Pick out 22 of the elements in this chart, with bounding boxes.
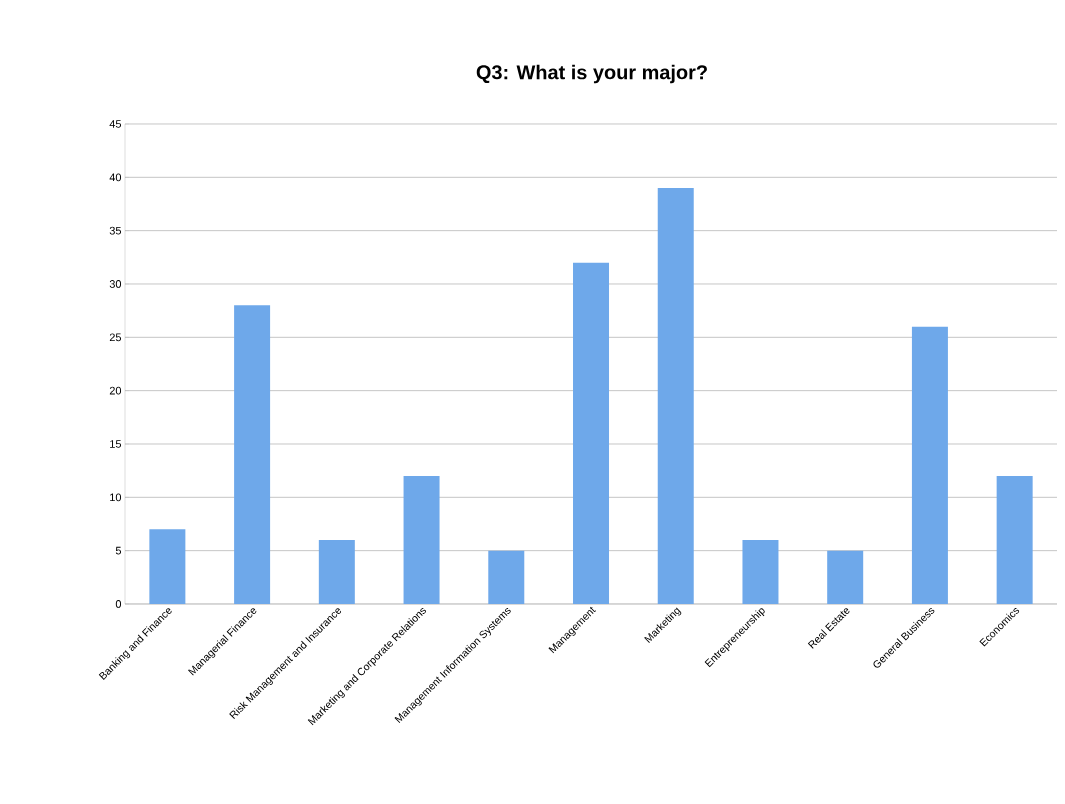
y-tick-label: 0	[115, 600, 122, 608]
bar	[911, 326, 948, 604]
chart-title: Q3: What is your major?	[476, 64, 707, 84]
bar	[573, 262, 610, 604]
y-tick-label: 40	[109, 173, 122, 182]
bar	[996, 475, 1033, 604]
bar	[488, 550, 525, 604]
bar	[403, 475, 440, 604]
bar	[657, 187, 694, 604]
bar	[149, 529, 186, 604]
y-tick-label: 25	[109, 333, 122, 342]
y-tick-label: 15	[110, 440, 122, 448]
y-tick-label: 45	[109, 120, 122, 128]
y-tick-label: 35	[109, 226, 122, 235]
y-tick-label: 20	[109, 386, 122, 395]
bar	[234, 305, 271, 604]
bar	[827, 550, 864, 604]
y-tick-label: 30	[109, 280, 122, 288]
y-tick-label: 10	[110, 493, 122, 502]
bar	[742, 539, 779, 604]
bar	[318, 539, 355, 604]
y-tick-label: 5	[115, 546, 122, 555]
